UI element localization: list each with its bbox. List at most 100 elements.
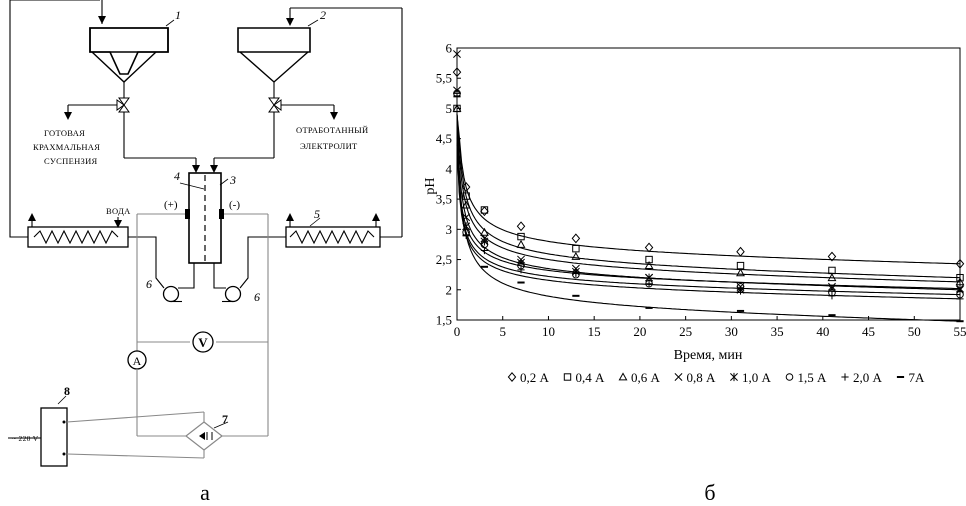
fit-curve [456,137,961,290]
marker-diamond [507,372,517,382]
label-num-6-right: 6 [254,290,260,304]
x-tick-label: 20 [633,324,646,339]
marker-diamond [827,251,837,262]
marker-triangle [827,273,837,282]
y-ticks: 1,5 2 2,5 3 3,5 4 4,5 5 5,5 6 [436,41,461,328]
x-tick-label: 45 [862,324,875,339]
electrode-plus-label: (+) [164,199,178,211]
legend-label: 2,0 А [853,370,883,385]
marker-diamond [461,182,471,192]
x-tick-label: 5 [499,324,506,339]
ph-chart: 1,5 2 2,5 3 3,5 4 4,5 5 5,5 6 0 5 10 15 20 25 30 35 40 45 5… [423,41,966,386]
tank-2-body [237,27,311,53]
marker-square [572,244,580,253]
terminal-2 [62,452,66,456]
marker-diamond [736,246,745,257]
label-num-8: 8 [64,384,70,398]
pump-6-right [224,285,242,303]
arrow-hx-right-out2 [372,213,380,221]
marker-asterisk [453,49,461,59]
marker-square [462,192,470,200]
fit-curves [456,114,961,322]
fit-curve [456,144,960,300]
valve-1-bottom [118,104,130,113]
diagram-text: ГОТОВАЯ КРАХМАЛЬНАЯ СУСПЕНЗИЯ ОТРАБОТАНН… [33,125,368,166]
marker-diamond [480,206,489,217]
arrow-reactor-in-right [210,165,218,173]
valve-1-side [116,99,125,111]
x-tick-label: 55 [954,324,966,339]
fit-curve [456,114,961,279]
arrow-hx-left-in [114,220,122,228]
y-tick-label: 2 [446,282,453,297]
valve-2-bottom [268,104,280,113]
wire-supply-top [66,411,205,423]
y-tick-label: 3 [446,222,453,237]
left-outer-pipe [9,0,100,238]
electrode-plus [185,209,190,219]
x-tick-label: 50 [908,324,921,339]
arrow-electrolyte-out [330,112,338,120]
valve-2-side [273,99,282,111]
marker-square [956,273,964,282]
leader-2 [307,19,319,27]
marker-diamond [452,67,462,78]
marker-plus [841,373,849,381]
legend-label: 1,0 А [742,370,772,385]
leader-1 [165,19,175,27]
x-tick-label: 35 [771,324,784,339]
legend-label: 0,8 А [687,370,717,385]
y-tick-label: 1,5 [436,313,452,328]
y-tick-label: 4,5 [436,131,452,146]
chart-caption: б [704,480,715,505]
pump-6-left [162,285,180,303]
marker-plus [956,295,964,303]
marker-plus [480,246,489,255]
x-tick-label: 25 [679,324,692,339]
marker-triangle [516,239,526,248]
wire-supply-bottom [66,453,205,459]
power-supply-8 [40,407,68,467]
fit-curve [456,143,960,296]
valve-2-top [268,97,280,106]
arrow-hx-right-out [286,213,294,221]
marker-circle [785,373,794,381]
arrow-starch-out [64,112,72,120]
leader-5 [309,217,321,227]
leader-8 [57,395,67,405]
legend-label: 0,6 А [631,370,661,385]
marker-x [674,373,683,381]
marker-plus [572,269,580,278]
arrow-feed-2 [286,18,294,26]
starch-label-3: СУСПЕНЗИЯ [44,156,98,166]
label-num-5: 5 [314,207,320,221]
mains-label: ~ 220 V [12,434,39,443]
electrode-minus [219,209,224,219]
fit-curve [456,114,961,291]
legend-label: 1,5 А [798,370,828,385]
legend: 0,2 А 0,4 А 0,6 А 0,8 А 1,0 А 1,5 А 2,0 А 7А [507,370,925,385]
marker-x [462,213,471,222]
diode-symbol [199,432,205,440]
label-num-2: 2 [320,8,326,22]
starch-label-1: ГОТОВАЯ [44,128,85,138]
y-tick-label: 4 [446,161,453,176]
marker-square [736,261,745,270]
voltmeter [192,331,214,353]
y-tick-label: 3,5 [436,192,452,207]
voltmeter-label: V [198,335,208,350]
process-diagram: 1 2 [8,0,403,467]
x-ticks: 0 5 10 15 20 25 30 35 40 45 50 55 [454,316,966,339]
tank-2-cone [239,51,309,83]
marker-diamond [955,258,965,269]
leader-4 [179,182,205,190]
tank-1 [89,27,169,75]
electrolyte-label-2: ЭЛЕКТРОЛИТ [300,141,358,151]
marker-triangle [479,227,489,236]
marker-triangle [461,200,471,209]
fit-curve [456,114,960,283]
ammeter-label: A [133,354,142,368]
x-tick-label: 0 [454,324,461,339]
x-axis-title: Время, мин [674,348,743,363]
